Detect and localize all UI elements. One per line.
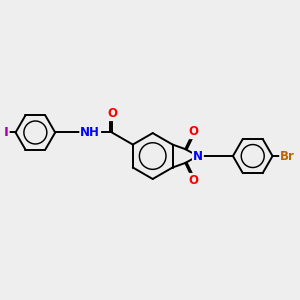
Text: O: O bbox=[189, 125, 199, 138]
Text: O: O bbox=[189, 174, 199, 187]
Text: Br: Br bbox=[280, 149, 295, 163]
Text: I: I bbox=[4, 126, 9, 139]
Text: NH: NH bbox=[80, 126, 100, 139]
Text: N: N bbox=[193, 149, 203, 163]
Text: O: O bbox=[107, 107, 117, 120]
